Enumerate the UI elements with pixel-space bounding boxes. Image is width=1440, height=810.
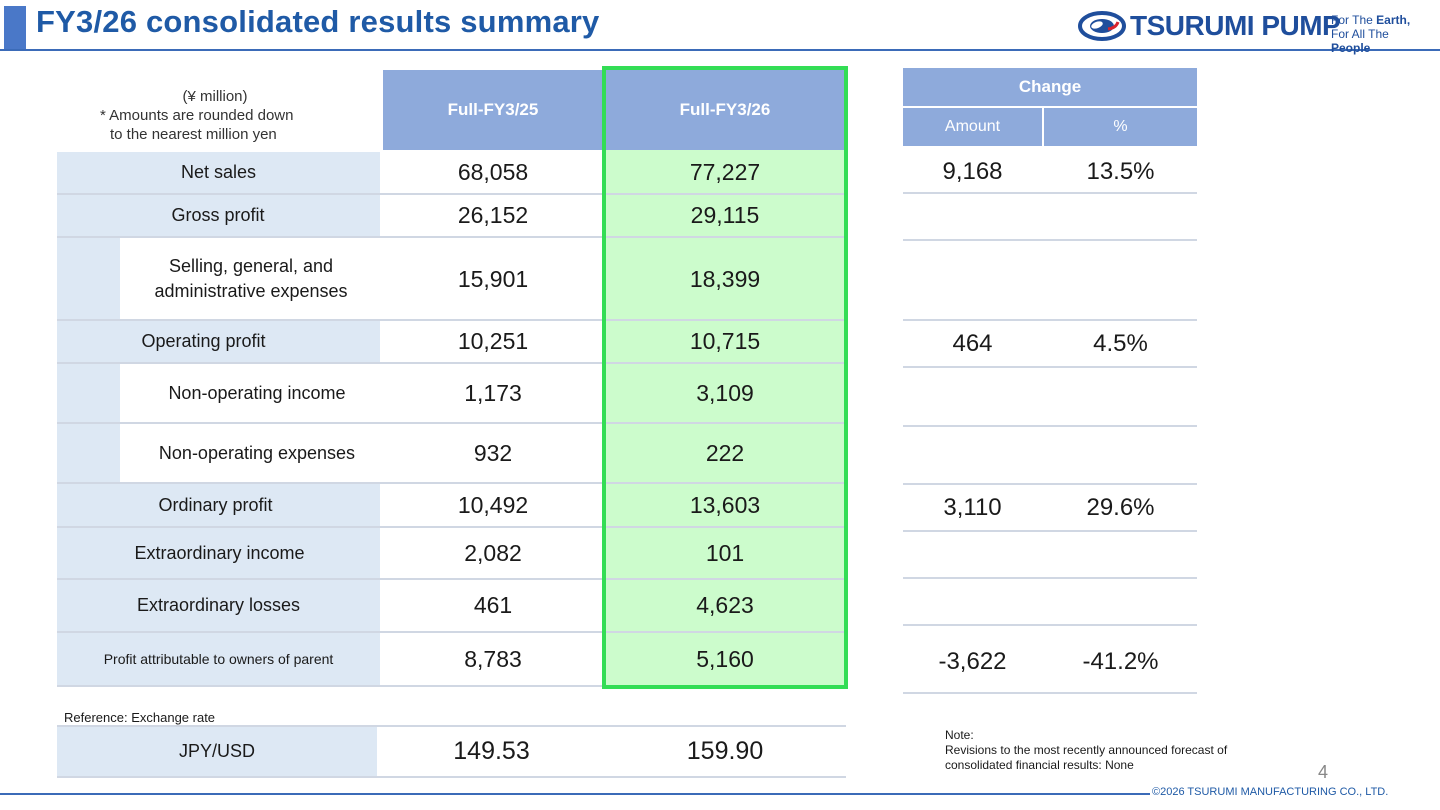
table-cell: 68,058: [457, 159, 529, 185]
table-cell: 10,492: [457, 491, 529, 518]
table-cell: 10,251: [457, 328, 529, 354]
table-cell: 4,623: [696, 592, 754, 618]
row-divider: [57, 236, 846, 238]
change-amount-cell: 3,110: [943, 493, 1002, 521]
table-cell: 5,160: [696, 645, 754, 672]
row-label-net-sales: Net sales: [57, 152, 380, 193]
page-number: 4: [1318, 762, 1329, 782]
table-cell: 15,901: [457, 265, 529, 292]
change-pct-cell: 4.5%: [1093, 329, 1148, 357]
title-accent-bar: [4, 6, 26, 49]
row-divider: [903, 692, 1197, 694]
row-label-non-operating-expenses: Non-operating expenses: [122, 424, 380, 482]
page-title: FY3/26 consolidated results summary: [36, 4, 600, 39]
row-label-extraordinary-income: Extraordinary income: [57, 528, 380, 578]
table-cell: 3,109: [696, 379, 754, 406]
column-header-curr: Full-FY3/26: [604, 70, 846, 150]
indent-spacer: [57, 364, 120, 422]
row-divider: [57, 482, 846, 484]
row-label-profit-attributable: Profit attributable to owners of parent: [57, 633, 380, 685]
change-header: Change: [903, 68, 1197, 106]
table-cell: 461: [473, 592, 513, 618]
row-label-operating-profit: Operating profit: [57, 321, 380, 362]
note-text: Note: Revisions to the most recently ann…: [945, 728, 1228, 772]
change-pct-cell: -41.2%: [1082, 648, 1159, 675]
row-divider: [57, 526, 846, 528]
row-divider: [57, 725, 846, 727]
table-cell: 149.53: [453, 737, 530, 765]
row-label-gross-profit: Gross profit: [57, 195, 380, 236]
row-divider: [903, 624, 1197, 626]
table-cell: 26,152: [457, 202, 529, 228]
row-label-non-operating-income: Non-operating income: [122, 364, 380, 422]
indent-spacer: [57, 238, 120, 320]
change-pct-cell: 13.5%: [1086, 157, 1155, 185]
indent-spacer: [57, 424, 120, 482]
row-divider: [57, 193, 846, 195]
table-cell: 159.90: [686, 737, 764, 765]
row-divider: [903, 192, 1197, 194]
table-cell: 932: [473, 439, 513, 466]
reference-label: Reference: Exchange rate: [64, 710, 216, 725]
change-amount-cell: 464: [952, 329, 993, 357]
change-pct-header: %: [1044, 108, 1197, 146]
table-cell: 77,227: [689, 159, 761, 185]
row-divider: [903, 239, 1197, 241]
table-cell: 8,783: [464, 645, 522, 672]
copyright: ©2026 TSURUMI MANUFACTURING CO., LTD.: [1152, 786, 1389, 798]
row-divider: [57, 776, 846, 778]
logo-wordmark: TSURUMI PUMP: [1130, 10, 1341, 41]
row-label-sga: Selling, general, and administrative exp…: [122, 238, 380, 320]
change-amount-cell: -3,622: [938, 648, 1007, 675]
row-divider: [903, 530, 1197, 532]
table-cell: 1,173: [464, 379, 522, 406]
company-logo: TSURUMI PUMP For The Earth, For All The P…: [1078, 8, 1430, 55]
table-cell: 18,399: [689, 265, 761, 292]
current-year-highlight: [604, 150, 846, 687]
table-cell: 222: [705, 439, 745, 466]
row-divider: [903, 425, 1197, 427]
footer-divider: [0, 793, 1150, 795]
row-label-jpy-usd: JPY/USD: [57, 727, 377, 776]
row-label-ordinary-profit: Ordinary profit: [57, 484, 380, 526]
change-pct-cell: 29.6%: [1086, 493, 1155, 521]
current-year-frame: [602, 66, 848, 689]
table-cell: 101: [705, 539, 745, 566]
logo-tagline: For The Earth, For All The People: [1331, 13, 1411, 55]
table-cell: 29,115: [690, 202, 760, 228]
change-amount-header: Amount: [903, 108, 1042, 146]
row-divider: [57, 631, 846, 633]
change-amount-cell: 9,168: [942, 157, 1003, 185]
title-divider: [0, 49, 1440, 51]
row-label-extraordinary-losses: Extraordinary losses: [57, 580, 380, 631]
row-divider: [903, 577, 1197, 579]
row-divider: [903, 483, 1197, 485]
table-cell: 10,715: [689, 328, 761, 354]
row-divider: [57, 319, 846, 321]
unit-note: (¥ million) * Amounts are rounded down t…: [100, 88, 294, 143]
logo-mark-icon: [1078, 11, 1126, 41]
row-divider: [903, 366, 1197, 368]
row-divider: [57, 578, 846, 580]
row-divider: [903, 319, 1197, 321]
row-divider: [57, 362, 846, 364]
table-cell: 13,603: [689, 491, 761, 518]
row-divider: [57, 422, 846, 424]
column-header-prev: Full-FY3/25: [383, 70, 603, 150]
table-cell: 2,082: [464, 539, 522, 566]
row-divider: [57, 685, 846, 687]
